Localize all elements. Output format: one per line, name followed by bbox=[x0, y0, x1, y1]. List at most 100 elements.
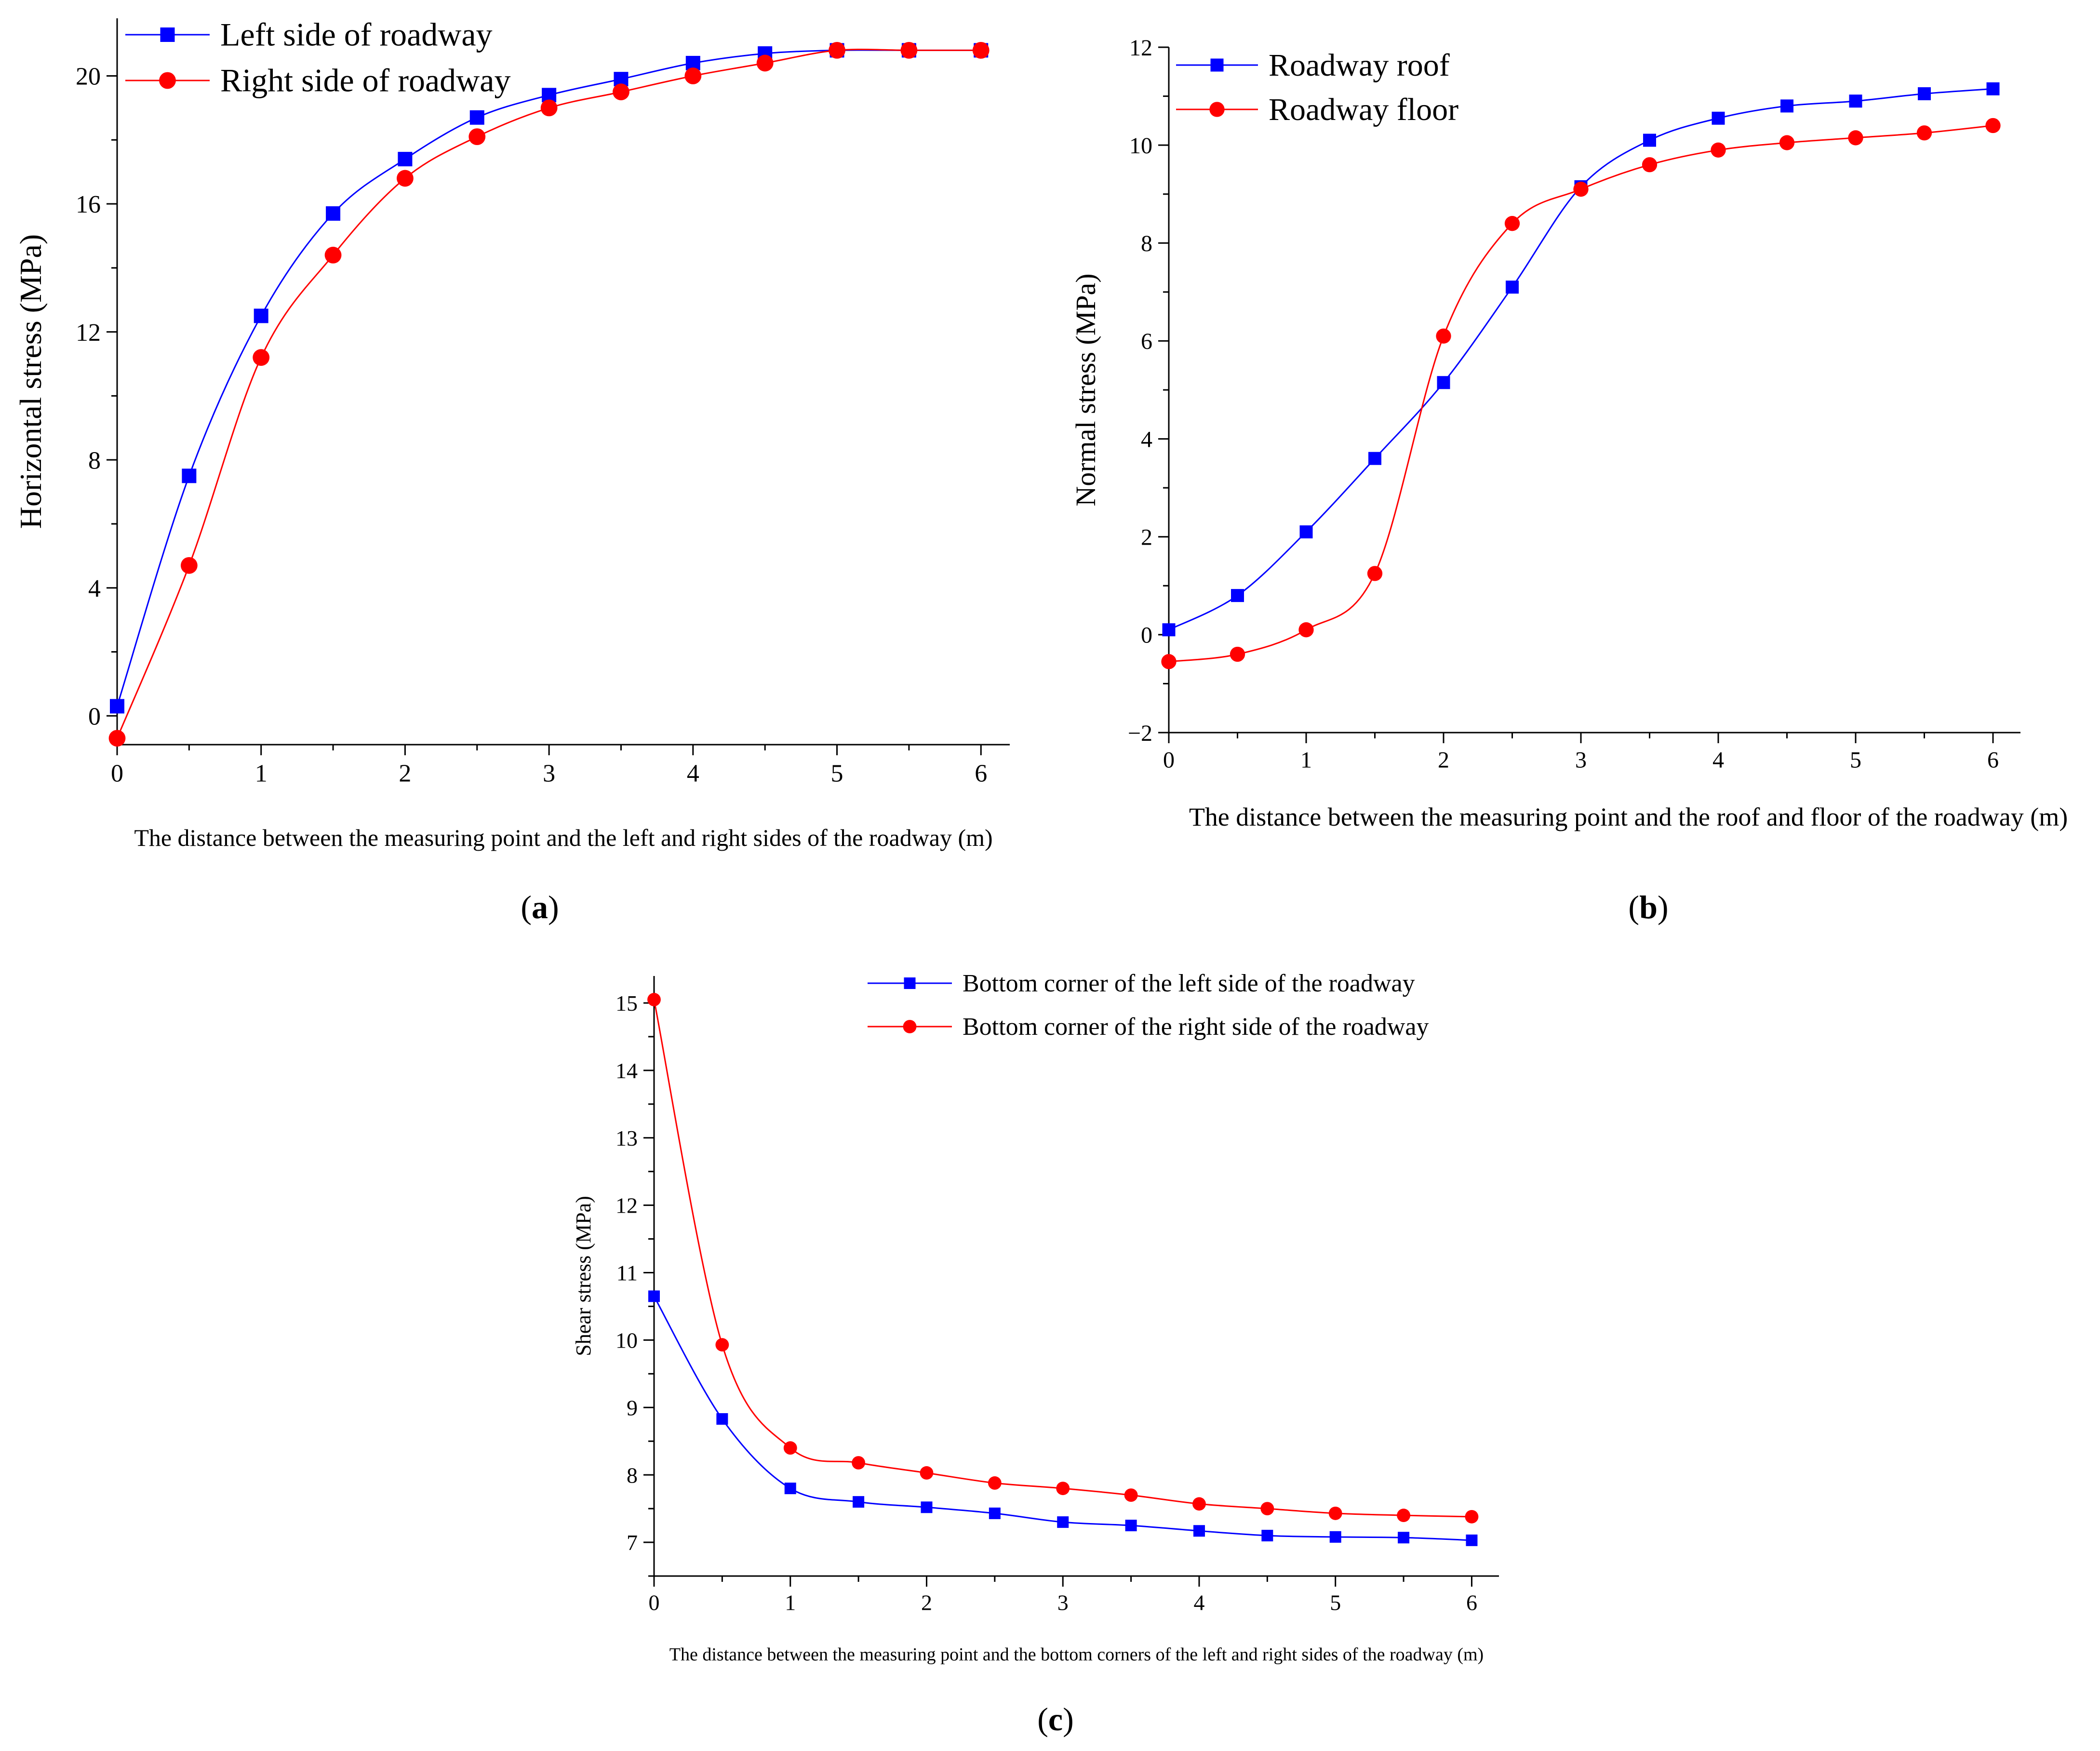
data-point-circle bbox=[1161, 654, 1177, 669]
x-tick-label: 5 bbox=[831, 760, 843, 788]
data-point-circle bbox=[1397, 1509, 1411, 1523]
data-point-circle bbox=[468, 128, 486, 146]
data-point-square bbox=[1918, 87, 1931, 100]
legend-label: Right side of roadway bbox=[220, 62, 510, 98]
y-tick-label: 12 bbox=[1129, 35, 1152, 61]
y-tick-label: 8 bbox=[88, 447, 101, 474]
x-tick-label: 1 bbox=[255, 760, 268, 788]
data-point-circle bbox=[715, 1338, 729, 1352]
data-point-square bbox=[648, 1290, 660, 1302]
x-tick-label: 2 bbox=[1438, 747, 1449, 773]
series-line-2 bbox=[1168, 125, 1993, 663]
data-point-square bbox=[182, 468, 197, 483]
data-point-square bbox=[1329, 1531, 1341, 1543]
data-point-circle bbox=[1779, 135, 1795, 150]
legend-label: Bottom corner of the left side of the ro… bbox=[963, 970, 1415, 997]
data-point-circle bbox=[1328, 1506, 1342, 1520]
panel-caption: (c) bbox=[1037, 1701, 1074, 1738]
data-point-circle bbox=[1985, 118, 2001, 134]
data-point-square bbox=[1162, 623, 1176, 637]
data-point-circle bbox=[613, 83, 629, 101]
data-point-circle bbox=[1367, 566, 1383, 581]
data-point-circle bbox=[756, 54, 774, 72]
y-tick-label: 10 bbox=[615, 1328, 638, 1352]
y-tick-label: 11 bbox=[616, 1261, 638, 1285]
y-tick-label: −2 bbox=[1128, 721, 1152, 746]
y-tick-label: 16 bbox=[76, 191, 101, 218]
data-point-circle bbox=[397, 170, 414, 187]
x-axis-label: The distance between the measuring point… bbox=[669, 1644, 1484, 1665]
x-tick-label: 2 bbox=[399, 760, 411, 788]
x-tick-label: 5 bbox=[1850, 747, 1861, 773]
legend-label: Roadway roof bbox=[1269, 48, 1450, 83]
data-point-square bbox=[1193, 1525, 1205, 1537]
legend-marker-square bbox=[160, 27, 175, 42]
data-point-square bbox=[1398, 1532, 1410, 1544]
y-tick-label: 14 bbox=[615, 1058, 638, 1083]
data-point-square bbox=[921, 1501, 933, 1513]
data-point-square bbox=[1712, 111, 1725, 125]
data-point-square bbox=[1506, 281, 1519, 294]
data-point-circle bbox=[1436, 328, 1451, 344]
data-point-square bbox=[784, 1483, 796, 1495]
data-point-square bbox=[1849, 94, 1862, 108]
data-point-circle bbox=[900, 41, 918, 59]
legend-marker-square bbox=[1210, 58, 1224, 72]
x-tick-label: 1 bbox=[1300, 747, 1312, 773]
y-tick-label: 4 bbox=[88, 575, 101, 602]
legend-marker-square bbox=[904, 977, 916, 989]
data-point-circle bbox=[108, 730, 126, 747]
data-point-square bbox=[110, 699, 124, 714]
x-tick-label: 3 bbox=[1057, 1590, 1069, 1615]
y-tick-label: 13 bbox=[615, 1126, 638, 1150]
x-tick-label: 0 bbox=[649, 1590, 660, 1615]
data-point-square bbox=[469, 110, 484, 125]
x-tick-label: 5 bbox=[1330, 1590, 1341, 1615]
x-tick-label: 0 bbox=[111, 760, 123, 788]
x-axis-label: The distance between the measuring point… bbox=[1189, 802, 2068, 831]
y-tick-label: 4 bbox=[1141, 427, 1152, 452]
y-tick-label: 10 bbox=[1129, 133, 1152, 159]
y-tick-label: 12 bbox=[615, 1193, 638, 1218]
data-point-square bbox=[989, 1507, 1001, 1519]
y-tick-label: 0 bbox=[88, 703, 101, 730]
data-point-circle bbox=[829, 41, 845, 59]
y-tick-label: 12 bbox=[76, 319, 101, 347]
panel-caption: (b) bbox=[1628, 889, 1668, 925]
data-point-circle bbox=[1711, 142, 1726, 158]
x-tick-label: 4 bbox=[1193, 1590, 1204, 1615]
data-point-square bbox=[1986, 82, 2000, 95]
data-point-circle bbox=[1848, 130, 1863, 146]
data-point-circle bbox=[1260, 1502, 1274, 1516]
x-tick-label: 4 bbox=[1712, 747, 1724, 773]
series-line-2 bbox=[653, 999, 1472, 1518]
data-point-square bbox=[1437, 376, 1450, 389]
data-point-circle bbox=[1916, 125, 1932, 141]
data-point-square bbox=[853, 1496, 865, 1508]
series-line-1 bbox=[653, 1296, 1472, 1541]
y-tick-label: 2 bbox=[1141, 525, 1152, 550]
data-point-circle bbox=[972, 41, 990, 59]
data-point-circle bbox=[540, 99, 558, 117]
data-point-circle bbox=[920, 1466, 934, 1480]
data-point-square bbox=[1231, 589, 1244, 602]
data-point-circle bbox=[1504, 215, 1520, 231]
data-point-square bbox=[398, 152, 413, 167]
x-tick-label: 3 bbox=[1575, 747, 1587, 773]
data-point-circle bbox=[647, 993, 661, 1006]
x-tick-label: 2 bbox=[921, 1590, 932, 1615]
data-point-circle bbox=[1465, 1510, 1479, 1524]
data-point-circle bbox=[852, 1456, 866, 1470]
legend-marker-circle bbox=[903, 1020, 917, 1033]
x-tick-label: 6 bbox=[1466, 1590, 1477, 1615]
data-point-circle bbox=[1230, 646, 1245, 662]
legend-label: Bottom corner of the right side of the r… bbox=[963, 1013, 1429, 1041]
legend-marker-circle bbox=[1209, 102, 1225, 117]
y-tick-label: 7 bbox=[627, 1530, 638, 1555]
x-tick-label: 6 bbox=[975, 760, 987, 788]
series-line-2 bbox=[116, 48, 981, 739]
y-tick-label: 6 bbox=[1141, 329, 1152, 354]
data-point-circle bbox=[1642, 157, 1658, 173]
